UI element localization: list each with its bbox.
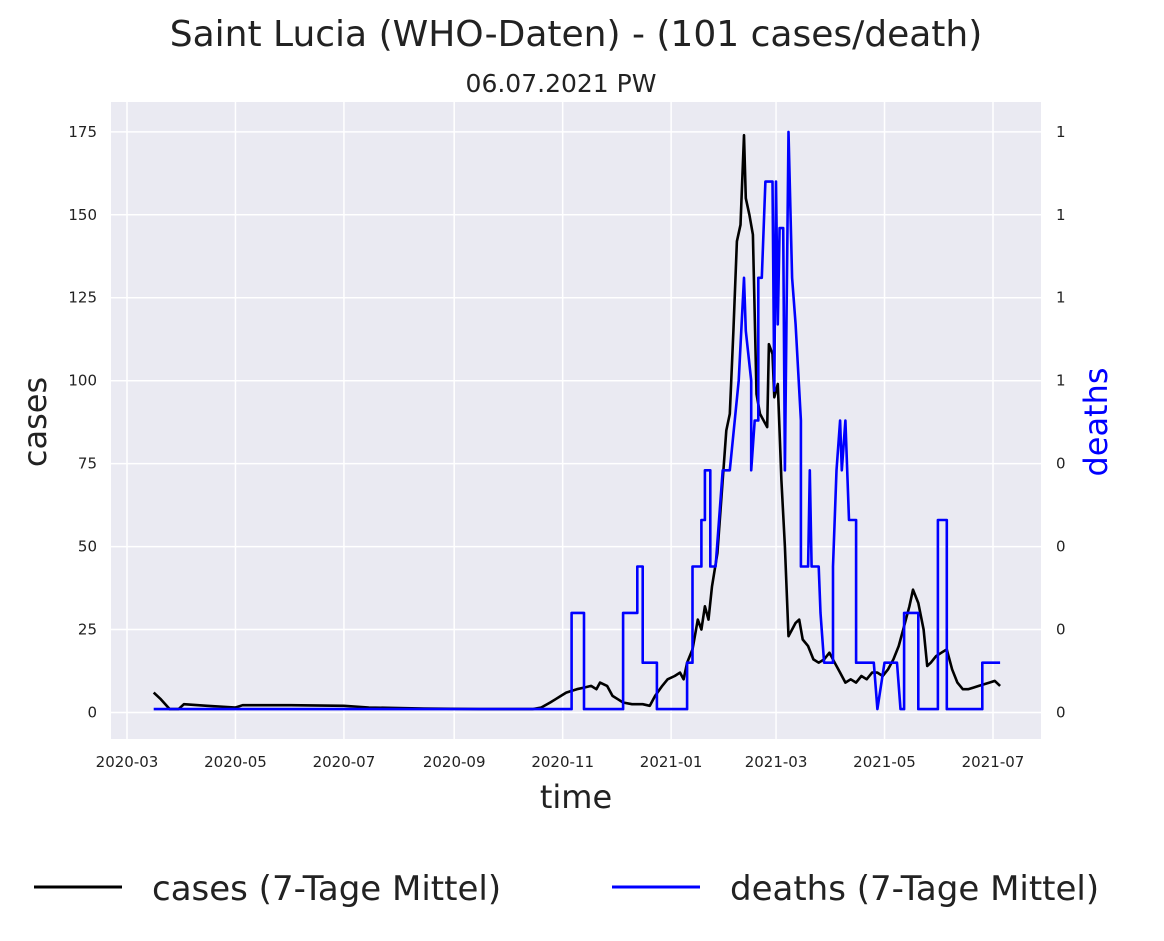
- series-line-cases: [152, 133, 1001, 711]
- y-tick-label: 150: [68, 206, 97, 224]
- y-tick-label: 175: [68, 123, 97, 141]
- grid: [111, 102, 1041, 739]
- y-tick-label: 100: [68, 372, 97, 390]
- x-tick-label: 2020-11: [531, 753, 594, 771]
- y-tick-label: 25: [78, 621, 97, 639]
- y2-tick-label: 0: [1056, 621, 1066, 639]
- y2-tick-label: 0: [1056, 455, 1066, 473]
- legend-label-deaths: deaths (7-Tage Mittel): [730, 869, 1099, 909]
- chart-subtitle: 06.07.2021 PW: [466, 69, 657, 98]
- x-tick-label: 2020-05: [204, 753, 267, 771]
- y2-tick-label: 0: [1056, 703, 1066, 721]
- x-tick-label: 2021-01: [640, 753, 703, 771]
- y2-tick-label: 1: [1056, 206, 1066, 224]
- x-tick-label: 2020-07: [313, 753, 376, 771]
- y2-tick-label: 1: [1056, 289, 1066, 307]
- series-layer: [152, 130, 1001, 711]
- y2-axis-ticks: 0 0 0 0 1 1 1 1: [1056, 123, 1066, 722]
- legend-label-cases: cases (7-Tage Mittel): [152, 869, 501, 909]
- legend: cases (7-Tage Mittel) deaths (7-Tage Mit…: [34, 869, 1099, 909]
- y-tick-label: 125: [68, 289, 97, 307]
- x-tick-label: 2020-09: [423, 753, 486, 771]
- x-tick-label: 2020-03: [96, 753, 159, 771]
- x-axis-ticks: 2020-03 2020-05 2020-07 2020-09 2020-11 2021-…: [96, 753, 1025, 771]
- x-tick-label: 2021-03: [745, 753, 808, 771]
- y2-tick-label: 1: [1056, 123, 1066, 141]
- x-tick-label: 2021-07: [962, 753, 1025, 771]
- y-axis-ticks: 0 25 50 75 100 125 150 175: [68, 123, 97, 722]
- plot-area: [111, 102, 1041, 739]
- y-tick-label: 50: [78, 538, 97, 556]
- y2-axis-label: deaths: [1077, 367, 1115, 476]
- y-tick-label: 0: [87, 703, 97, 721]
- y2-tick-label: 0: [1056, 538, 1066, 556]
- x-axis-label: time: [540, 778, 612, 816]
- y-axis-label: cases: [16, 377, 54, 467]
- x-tick-label: 2021-05: [853, 753, 916, 771]
- y2-tick-label: 1: [1056, 372, 1066, 390]
- y-tick-label: 75: [78, 455, 97, 473]
- chart-title: Saint Lucia (WHO-Daten) - (101 cases/dea…: [170, 14, 983, 55]
- series-line-deaths: [153, 130, 1001, 711]
